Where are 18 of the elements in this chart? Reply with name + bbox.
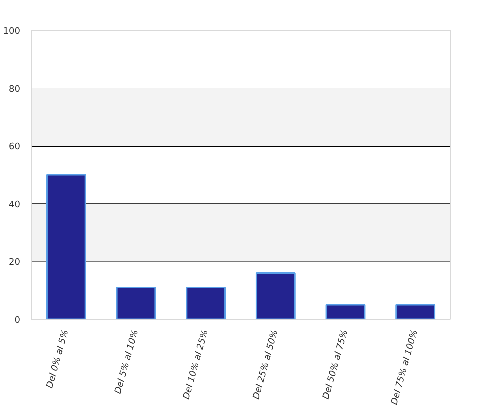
y-tick-label: 40 [9,200,21,210]
y-tick-label: 0 [14,316,21,326]
bar [186,286,226,320]
bar [116,286,156,320]
bar [396,304,436,320]
x-tick-label: Del 25% al 50% [252,329,281,401]
y-tick-label: 60 [9,142,21,153]
x-tick-label: Del 5% al 10% [114,329,142,396]
x-tick-label: Del 0% al 5% [46,329,72,390]
y-tick-label: 80 [9,84,21,95]
x-tick-label: Del 75% al 100% [390,329,420,406]
y-tick-label: 20 [9,258,21,268]
bar [326,304,366,320]
x-tick-label: Del 50% al 75% [322,329,351,401]
x-tick-label: Del 10% al 25% [182,329,211,401]
bar [46,174,86,320]
y-tick-label: 100 [3,27,21,37]
bar [256,272,296,320]
